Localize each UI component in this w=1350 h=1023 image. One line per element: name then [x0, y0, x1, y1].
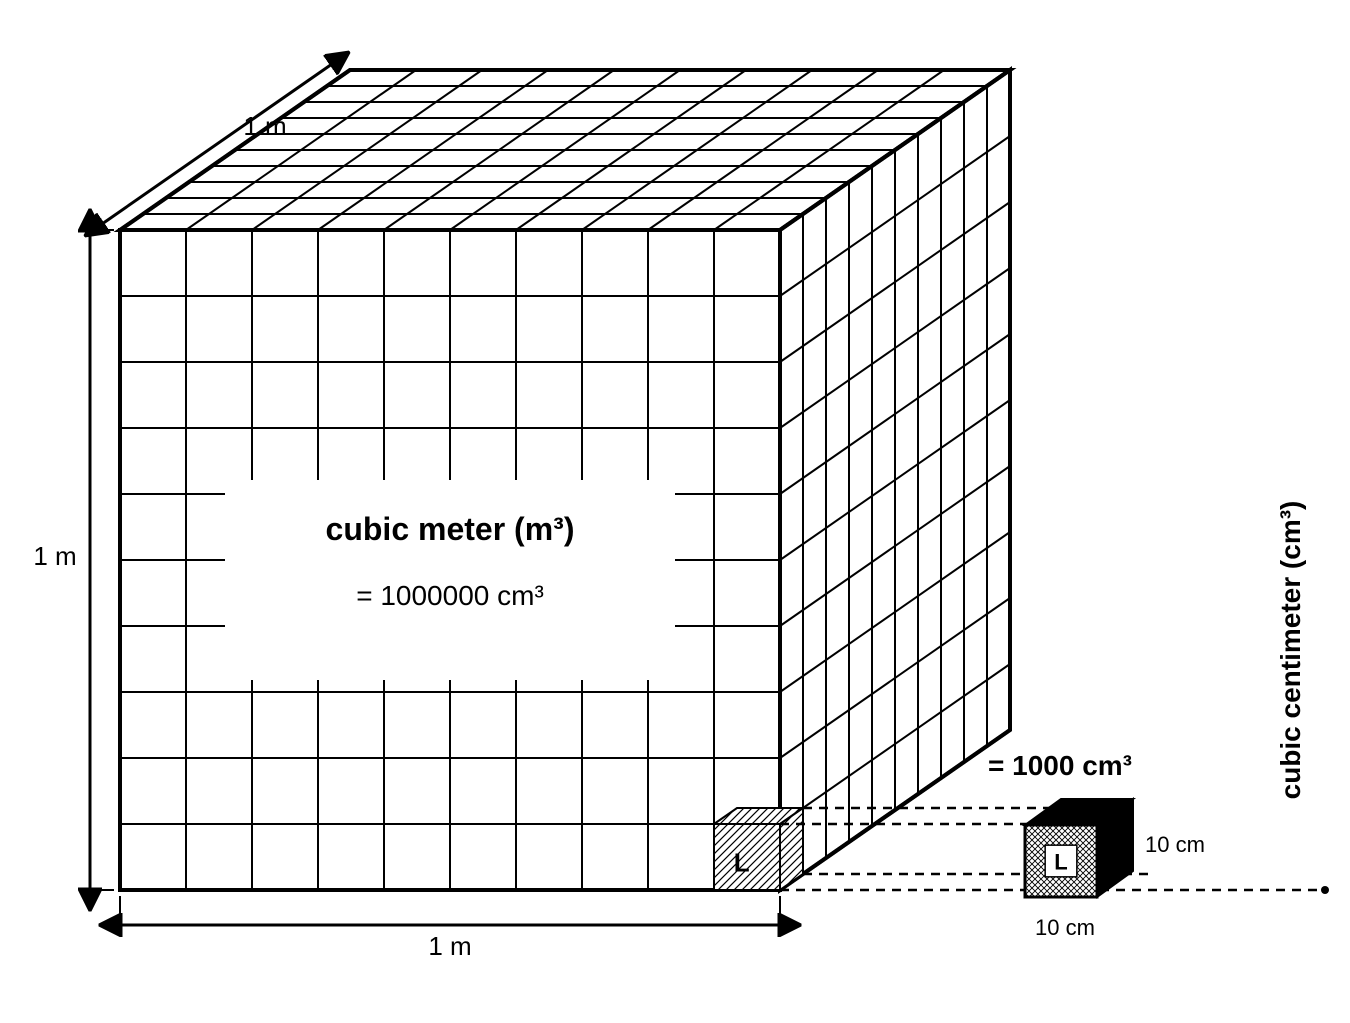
big-cube: Lcubic meter (m³) = 1000000 cm³	[120, 70, 1010, 890]
dim-label-top: 1 m	[243, 111, 286, 141]
side-text-cubic-centimeter: cubic centimeter (cm³)	[1275, 501, 1306, 800]
small-cube-label-bottom: 10 cm	[1035, 915, 1095, 940]
small-cube-equals: = 1000 cm³	[988, 750, 1132, 781]
big-cube-liter-label: L	[734, 848, 750, 878]
small-cube-liter-label: L	[1054, 850, 1067, 875]
dim-label-bottom: 1 m	[428, 931, 471, 961]
small-cube-label-right: 10 cm	[1145, 832, 1205, 857]
dim-label-left: 1 m	[33, 541, 76, 571]
small-cube: L = 1000 cm³ 10 cm 10 cm	[988, 750, 1205, 940]
big-cube-title: cubic meter (m³)	[326, 511, 575, 547]
dashed-end-dot	[1321, 886, 1329, 894]
big-cube-equals: = 1000000 cm³	[356, 580, 544, 611]
